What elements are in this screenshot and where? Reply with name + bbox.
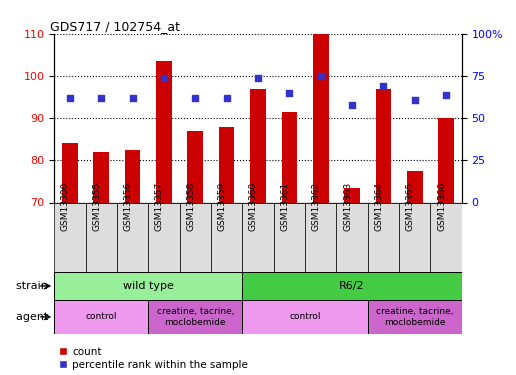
Point [97, 95, 105, 101]
Point [222, 95, 231, 101]
Bar [430, 202, 462, 272]
Text: agent: agent [15, 312, 52, 322]
Bar [438, 118, 454, 202]
Bar [282, 112, 297, 202]
Bar [54, 300, 148, 334]
Bar [336, 202, 368, 272]
Text: GSM13366: GSM13366 [437, 182, 446, 231]
Bar [243, 202, 273, 272]
Text: GSM13364: GSM13364 [375, 182, 383, 231]
Bar [376, 88, 391, 202]
Text: GSM13365: GSM13365 [406, 182, 415, 231]
Point [411, 96, 419, 102]
Bar [243, 300, 368, 334]
Bar [187, 131, 203, 203]
Text: control: control [86, 312, 117, 321]
Point [66, 95, 74, 101]
Bar [399, 202, 430, 272]
Bar [368, 300, 462, 334]
Point [191, 95, 199, 101]
Bar [62, 143, 78, 202]
Text: GSM13362: GSM13362 [312, 182, 321, 231]
Bar [305, 202, 336, 272]
Text: creatine, tacrine,
moclobemide: creatine, tacrine, moclobemide [376, 307, 454, 327]
Bar [156, 61, 172, 202]
Text: GSM13361: GSM13361 [280, 182, 289, 231]
Point [285, 90, 294, 96]
Bar [273, 202, 305, 272]
Bar [243, 272, 462, 300]
Bar [250, 88, 266, 202]
Bar [313, 34, 329, 203]
Text: GSM13300: GSM13300 [61, 182, 70, 231]
Text: GSM13360: GSM13360 [249, 182, 258, 231]
Bar [211, 202, 243, 272]
Point [442, 92, 450, 98]
Text: GSM13357: GSM13357 [155, 182, 164, 231]
Bar [86, 202, 117, 272]
Text: GSM13358: GSM13358 [186, 182, 195, 231]
Bar [125, 150, 140, 202]
Point [160, 75, 168, 81]
Bar [54, 272, 243, 300]
Bar [117, 202, 148, 272]
Bar [180, 202, 211, 272]
Text: R6/2: R6/2 [339, 281, 365, 291]
Text: creatine, tacrine,
moclobemide: creatine, tacrine, moclobemide [156, 307, 234, 327]
Bar [54, 202, 86, 272]
Point [348, 102, 356, 108]
Text: GSM13356: GSM13356 [123, 182, 133, 231]
Bar [407, 171, 423, 202]
Bar [148, 300, 243, 334]
Text: wild type: wild type [123, 281, 174, 291]
Bar [344, 188, 360, 202]
Bar [368, 202, 399, 272]
Bar [148, 202, 180, 272]
Legend: count, percentile rank within the sample: count, percentile rank within the sample [54, 343, 252, 374]
Bar [219, 126, 234, 202]
Point [379, 83, 388, 89]
Bar [93, 152, 109, 202]
Point [317, 73, 325, 79]
Text: GDS717 / 102754_at: GDS717 / 102754_at [50, 20, 180, 33]
Point [254, 75, 262, 81]
Text: strain: strain [16, 281, 52, 291]
Text: GSM13359: GSM13359 [218, 182, 227, 231]
Point [128, 95, 137, 101]
Text: control: control [289, 312, 321, 321]
Text: GSM13355: GSM13355 [92, 182, 101, 231]
Text: GSM13363: GSM13363 [343, 182, 352, 231]
